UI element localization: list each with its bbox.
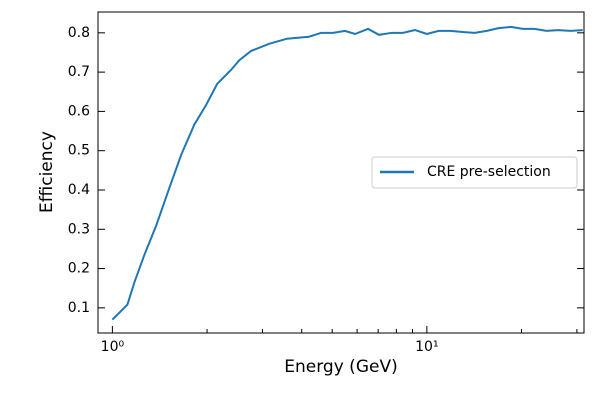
plot-frame [97, 11, 585, 334]
legend-label: CRE pre-selection [427, 164, 551, 180]
x-axis-label: Energy (GeV) [284, 357, 397, 377]
y-tick-label: 0.7 [68, 64, 90, 80]
data-line [111, 25, 583, 321]
y-tick-label: 0.5 [68, 143, 90, 159]
y-tick-label: 0.6 [68, 103, 90, 119]
x-tick-label: 10¹ [415, 339, 438, 355]
y-tick-label: 0.3 [68, 221, 90, 237]
legend-box [371, 156, 578, 189]
y-tick-label: 0.8 [68, 25, 90, 41]
y-tick-label: 0.2 [68, 261, 90, 277]
x-tick-label: 10⁰ [101, 339, 125, 355]
y-tick-label: 0.4 [68, 182, 90, 198]
y-tick-label: 0.1 [68, 300, 90, 316]
y-axis-label: Efficiency [37, 131, 57, 213]
